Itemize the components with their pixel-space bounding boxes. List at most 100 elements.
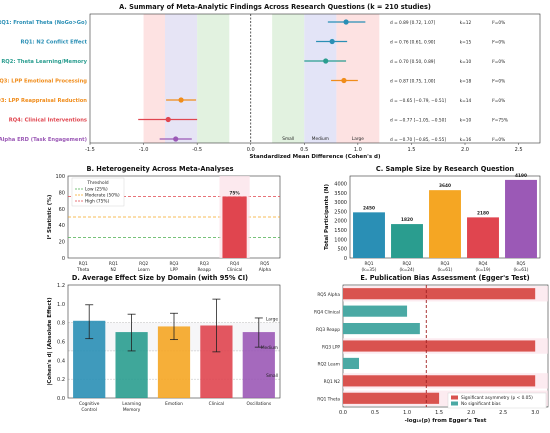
effect-text: d = 0.87 [0.75, 1.00] <box>390 79 436 85</box>
row-label: RQ1: Frontal Theta (NoGo>Go) <box>0 20 87 26</box>
i2-text: I²=0% <box>492 59 505 65</box>
y-tick-label: 1.2 <box>57 283 65 289</box>
i2-text: I²=0% <box>492 79 505 85</box>
effect-text: d = −0.70 [−0.85, −0.55] <box>390 137 446 143</box>
x-tick-label: Emotion <box>165 401 183 407</box>
legend-swatch <box>451 395 458 400</box>
y-tick-label: 80 <box>59 190 65 196</box>
effect-point <box>178 97 184 103</box>
panel-b-title: B. Heterogeneity Across Meta-Analyses <box>86 165 233 173</box>
x-tick-label: -1.0 <box>139 147 149 153</box>
k-text: k=10 <box>460 59 472 65</box>
bar <box>343 322 420 335</box>
effect-point <box>323 58 329 64</box>
x-tick-label: (k=19) <box>476 267 491 273</box>
y-tick-label: 0.8 <box>57 321 65 327</box>
k-text: k=18 <box>460 79 472 85</box>
bar-value: 3640 <box>439 183 451 189</box>
bar <box>391 224 423 258</box>
y-tick-label: RQ5 Alpha <box>317 292 340 298</box>
x-tick-label: Control <box>81 407 97 413</box>
y-tick-label: 4000 <box>334 181 347 187</box>
k-text: k=12 <box>460 20 472 26</box>
x-tick-label: 1.5 <box>435 410 443 416</box>
panel-e-xlabel: -log₁₀(p) from Egger's Test <box>405 418 487 424</box>
x-tick-label: RQ1 <box>79 261 88 267</box>
row-label: RQ1: N2 Conflict Effect <box>20 40 87 46</box>
y-tick-label: 3500 <box>334 191 347 197</box>
row-label: RQ5: Alpha ERD (Task Engagement) <box>0 137 87 143</box>
i2-text: I²=0% <box>492 98 505 104</box>
zone-label: Small <box>266 373 278 379</box>
panel-a-xlabel: Standardized Mean Difference (Cohen's d) <box>249 154 381 160</box>
x-tick-label: (k=35) <box>362 267 377 273</box>
y-tick-label: 40 <box>59 223 65 229</box>
x-tick-label: RQ2 <box>402 261 411 267</box>
x-tick-label: Learn <box>138 267 150 273</box>
bar-value: 2180 <box>477 210 489 216</box>
y-tick-label: RQ3 LPP <box>322 344 340 350</box>
x-tick-label: (k=61) <box>438 267 453 273</box>
bar <box>353 212 385 258</box>
x-tick-label: (k=24) <box>400 267 415 273</box>
legend-label: High (75%) <box>85 199 109 205</box>
x-tick-label: Clinical <box>227 267 243 273</box>
x-tick-label: 2.0 <box>461 147 469 153</box>
effect-point <box>341 77 347 84</box>
row-label: RQ2: Theta Learning/Memory <box>1 59 87 65</box>
x-tick-label: 0.5 <box>300 147 308 153</box>
legend-box <box>71 177 125 207</box>
k-text: k=10 <box>460 118 472 124</box>
panel-c-ylabel: Total Participants (N) <box>324 184 330 250</box>
bar <box>343 357 360 370</box>
x-tick-label: 0.0 <box>247 147 255 153</box>
effect-point <box>173 136 179 142</box>
zone-label: Large <box>266 317 278 323</box>
y-tick-label: 1.0 <box>57 302 65 308</box>
i2-text: I²=0% <box>492 40 505 46</box>
i2-text: I²=0% <box>492 20 505 26</box>
x-tick-label: (k=61) <box>514 267 529 273</box>
x-tick-label: RQ4 <box>478 261 487 267</box>
x-tick-label: 1.0 <box>354 147 362 153</box>
y-tick-label: 0 <box>62 256 65 262</box>
y-tick-label: 0.6 <box>57 340 65 346</box>
effect-text: d = −0.65 [−0.79, −0.51] <box>390 98 446 104</box>
y-tick-label: 60 <box>59 207 65 213</box>
panel-e-title: E. Publication Bias Assessment (Egger's … <box>360 274 529 282</box>
panel-d-title: D. Average Effect Size by Domain (with 9… <box>72 274 248 282</box>
x-tick-label: 1.0 <box>403 410 411 416</box>
effect-text: d = 0.70 [0.50, 0.89] <box>390 59 436 65</box>
x-tick-label: RQ4 <box>230 261 239 267</box>
x-tick-label: Cognitive <box>79 401 100 407</box>
x-tick-label: 2.5 <box>499 410 507 416</box>
bar <box>429 190 461 258</box>
zone-label-large: Large <box>352 136 364 142</box>
x-tick-label: 2.0 <box>467 410 475 416</box>
panel-b-ylabel: I² Statistic (%) <box>46 194 53 239</box>
zone-medium-neg <box>165 14 198 143</box>
zone-label: Medium <box>261 345 278 351</box>
y-tick-label: 0.0 <box>57 396 65 402</box>
panel-d-ylabel: |Cohen's d| (Absolute Effect) <box>47 297 53 386</box>
row-label: RQ4: Clinical Interventions <box>9 118 87 124</box>
bar <box>343 392 440 404</box>
x-tick-label: RQ3 <box>200 261 209 267</box>
y-tick-label: RQ1 N2 <box>324 379 341 385</box>
legend-label: Moderate (50%) <box>85 193 120 199</box>
legend-swatch <box>451 401 458 406</box>
bar <box>222 196 247 258</box>
x-tick-label: Alpha <box>259 267 272 273</box>
x-tick-label: 3.0 <box>531 410 539 416</box>
x-tick-label: 1.5 <box>407 147 415 153</box>
x-tick-label: Oscillations <box>246 401 271 407</box>
bar-value: 1820 <box>401 217 413 223</box>
x-tick-label: RQ2 <box>139 261 148 267</box>
y-tick-label: 100 <box>55 174 65 180</box>
y-tick-label: 2500 <box>334 209 347 215</box>
y-tick-label: 0.2 <box>57 377 65 383</box>
effect-point <box>343 19 349 25</box>
x-tick-label: Memory <box>123 407 141 413</box>
y-tick-label: RQ1 Theta <box>317 397 340 403</box>
bar-value: 2450 <box>363 205 375 211</box>
